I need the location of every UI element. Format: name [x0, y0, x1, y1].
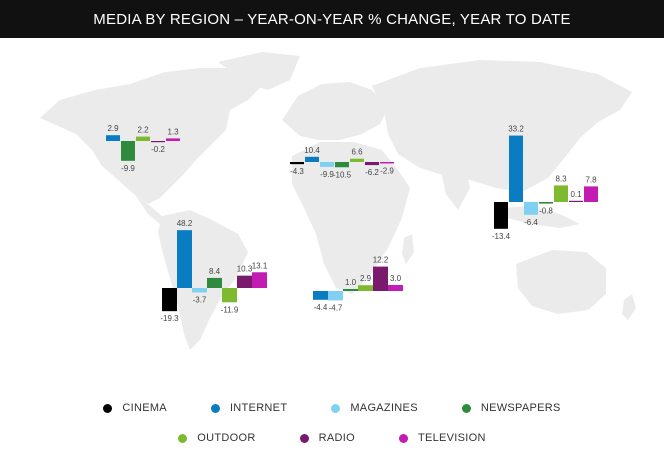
- legend-item-cinema: CINEMA: [103, 402, 167, 414]
- region-group-0: 2.9 -9.9 2.2 -0.21.3: [106, 124, 180, 173]
- legend-item-outdoor: OUTDOOR: [178, 432, 255, 444]
- legend-item-radio: RADIO: [299, 432, 355, 444]
- legend-label-magazines: MAGAZINES: [350, 402, 418, 414]
- legend-dot-radio: [299, 433, 309, 443]
- data-label: -0.8: [539, 207, 553, 216]
- bar-newspapers: [539, 202, 553, 204]
- data-label: 7.8: [585, 175, 597, 184]
- bar-radio: [373, 266, 388, 291]
- bar-magazines: [524, 202, 538, 215]
- legend-dot-magazines: [331, 403, 341, 413]
- data-label: 1.0: [345, 278, 357, 287]
- region-group-3: -19.3 48.2 -3.7 8.4 -11.9 10.3 13.1: [160, 219, 267, 323]
- legend-item-magazines: MAGAZINES: [331, 402, 418, 414]
- legend-dot-television: [398, 433, 408, 443]
- data-label: 10.4: [304, 146, 320, 155]
- bar-outdoor: [554, 185, 568, 202]
- legend-item-internet: INTERNET: [210, 402, 288, 414]
- data-label: -13.4: [492, 232, 511, 241]
- bar-television: [388, 285, 403, 291]
- data-label: -3.7: [193, 295, 207, 304]
- data-label: 10.3: [237, 265, 253, 274]
- bar-newspapers: [121, 141, 135, 161]
- legend-label-internet: INTERNET: [229, 402, 288, 414]
- region-chart: 2.9-9.92.2-0.21.3-4.310.4-9.9-10.56.6-6.…: [40, 52, 636, 350]
- bar-newspapers: [207, 277, 222, 288]
- data-label: 33.2: [508, 125, 524, 134]
- bar-internet: [313, 291, 328, 300]
- legend-item-television: TELEVISION: [398, 432, 486, 444]
- region-group-1: -4.3 10.4 -9.9-10.5 6.6 -6.2 -2.9: [290, 146, 394, 179]
- bar-radio: [569, 200, 583, 202]
- bars-layer: 2.9-9.92.2-0.21.3-4.310.4-9.9-10.56.6-6.…: [106, 124, 598, 323]
- data-label: 1.3: [167, 127, 179, 136]
- data-label: -4.3: [290, 167, 304, 176]
- bar-newspapers: [335, 162, 349, 168]
- legend-dot-newspapers: [461, 403, 471, 413]
- chart-title-bar: MEDIA BY REGION – YEAR-ON-YEAR % CHANGE,…: [0, 0, 664, 38]
- data-label: -9.9: [121, 164, 135, 173]
- region-group-2: -13.4 33.2 -6.4-0.8 8.30.17.8: [492, 125, 598, 241]
- legend-label-newspapers: NEWSPAPERS: [480, 402, 561, 414]
- bar-magazines: [192, 288, 207, 293]
- legend-dot-outdoor: [178, 433, 188, 443]
- legend-label-cinema: CINEMA: [122, 402, 167, 414]
- legend-dot-cinema: [103, 403, 113, 413]
- bar-outdoor: [350, 158, 364, 162]
- data-label: 8.3: [555, 174, 567, 183]
- data-label: 6.6: [351, 148, 363, 157]
- data-label: -19.3: [160, 314, 179, 323]
- data-label: 3.0: [390, 274, 402, 283]
- bar-newspapers: [343, 289, 358, 291]
- bar-magazines: [320, 162, 334, 167]
- data-label: 2.9: [360, 274, 372, 283]
- bar-cinema: [290, 162, 304, 165]
- bar-television: [380, 162, 394, 164]
- data-label: 2.2: [137, 126, 149, 135]
- legend-row-1: CINEMA INTERNET MAGAZINES NEWSPAPERS: [0, 402, 664, 414]
- legend-item-newspapers: NEWSPAPERS: [461, 402, 561, 414]
- bar-television: [584, 186, 598, 202]
- data-label: -4.7: [329, 303, 343, 312]
- bar-television: [252, 272, 267, 288]
- region-group-4: -4.4 -4.7 1.0 2.912.23.0: [313, 256, 403, 312]
- bar-radio: [151, 141, 165, 143]
- data-label: -6.4: [524, 218, 538, 227]
- data-label: 13.1: [252, 261, 268, 270]
- data-label: -11.9: [221, 305, 239, 314]
- world-map: [40, 52, 636, 350]
- bar-cinema: [162, 288, 177, 312]
- data-label: -9.9: [320, 170, 334, 179]
- bar-magazines: [328, 291, 343, 301]
- bar-internet: [509, 135, 523, 202]
- legend-row-2: OUTDOOR RADIO TELEVISION: [0, 432, 664, 444]
- data-label: 8.4: [209, 267, 221, 276]
- data-label: 48.2: [177, 219, 193, 228]
- data-label: 12.2: [373, 256, 389, 265]
- bar-television: [166, 138, 180, 141]
- bar-outdoor: [222, 288, 237, 303]
- legend-label-radio: RADIO: [318, 432, 355, 444]
- chart-title: MEDIA BY REGION – YEAR-ON-YEAR % CHANGE,…: [93, 10, 571, 28]
- bar-radio: [365, 162, 379, 166]
- data-label: -10.5: [333, 170, 352, 179]
- bar-internet: [106, 135, 120, 141]
- legend-dot-internet: [210, 403, 220, 413]
- bar-internet: [177, 230, 192, 288]
- legend-label-television: TELEVISION: [417, 432, 486, 444]
- data-label: 2.9: [107, 124, 119, 133]
- legend-label-outdoor: OUTDOOR: [197, 432, 256, 444]
- data-label: -0.2: [151, 145, 165, 154]
- bar-cinema: [494, 202, 508, 229]
- data-label: -2.9: [380, 166, 394, 175]
- data-label: -6.2: [365, 168, 379, 177]
- bar-outdoor: [358, 285, 373, 291]
- bar-outdoor: [136, 136, 150, 141]
- bar-internet: [305, 156, 319, 162]
- bar-radio: [237, 275, 252, 288]
- data-label: 0.1: [570, 190, 582, 199]
- data-label: -4.4: [314, 303, 328, 312]
